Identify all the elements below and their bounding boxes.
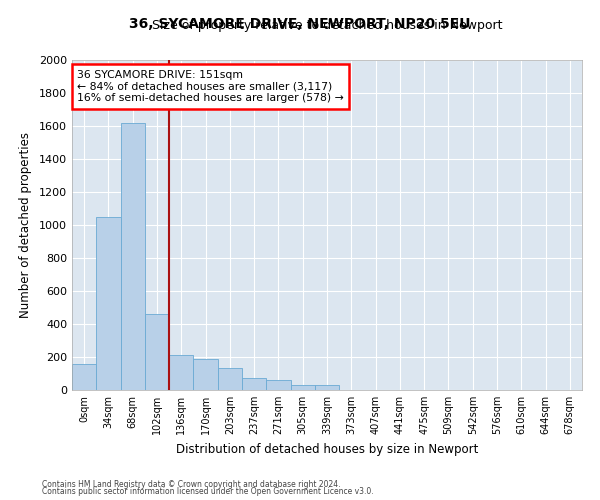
- Bar: [266, 380, 290, 390]
- Bar: [96, 217, 121, 390]
- Bar: [169, 354, 193, 390]
- Text: 36, SYCAMORE DRIVE, NEWPORT, NP20 5EU: 36, SYCAMORE DRIVE, NEWPORT, NP20 5EU: [129, 18, 471, 32]
- Bar: [315, 386, 339, 390]
- Text: 36 SYCAMORE DRIVE: 151sqm
← 84% of detached houses are smaller (3,117)
16% of se: 36 SYCAMORE DRIVE: 151sqm ← 84% of detac…: [77, 70, 344, 103]
- Bar: [72, 364, 96, 390]
- Text: Contains public sector information licensed under the Open Government Licence v3: Contains public sector information licen…: [42, 487, 374, 496]
- Bar: [290, 385, 315, 390]
- X-axis label: Distribution of detached houses by size in Newport: Distribution of detached houses by size …: [176, 442, 478, 456]
- Title: Size of property relative to detached houses in Newport: Size of property relative to detached ho…: [152, 20, 502, 32]
- Bar: [121, 122, 145, 390]
- Bar: [242, 378, 266, 390]
- Bar: [218, 368, 242, 390]
- Y-axis label: Number of detached properties: Number of detached properties: [19, 132, 32, 318]
- Bar: [145, 314, 169, 390]
- Bar: [193, 358, 218, 390]
- Text: Contains HM Land Registry data © Crown copyright and database right 2024.: Contains HM Land Registry data © Crown c…: [42, 480, 341, 489]
